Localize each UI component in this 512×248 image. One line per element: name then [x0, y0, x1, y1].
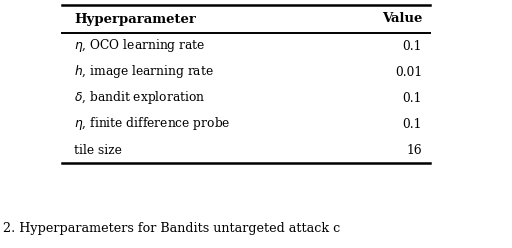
Text: Hyperparameter: Hyperparameter — [74, 12, 196, 26]
Text: 0.1: 0.1 — [402, 39, 422, 53]
Text: 2. Hyperparameters for Bandits untargeted attack c: 2. Hyperparameters for Bandits untargete… — [3, 222, 340, 235]
Text: $\eta$, finite difference probe: $\eta$, finite difference probe — [74, 116, 230, 132]
Text: 0.1: 0.1 — [402, 92, 422, 104]
Text: Value: Value — [381, 12, 422, 26]
Text: 0.01: 0.01 — [395, 65, 422, 79]
Text: tile size: tile size — [74, 144, 122, 156]
Text: $\delta$, bandit exploration: $\delta$, bandit exploration — [74, 90, 205, 106]
Text: 16: 16 — [407, 144, 422, 156]
Text: $h$, image learning rate: $h$, image learning rate — [74, 63, 214, 81]
Text: 0.1: 0.1 — [402, 118, 422, 130]
Text: $\eta$, OCO learning rate: $\eta$, OCO learning rate — [74, 37, 205, 55]
